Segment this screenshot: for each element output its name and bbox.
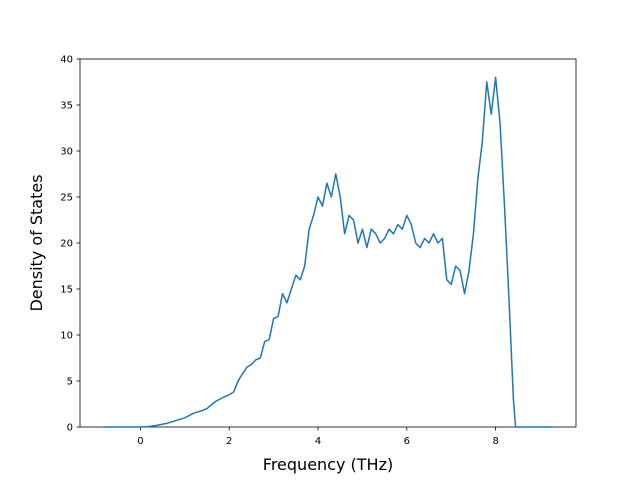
y-tick-label: 15: [60, 285, 73, 296]
y-tick-label: 5: [67, 377, 73, 388]
x-tick-label: 6: [404, 436, 410, 447]
y-tick-label: 25: [60, 193, 73, 204]
x-axis-label: Frequency (THz): [263, 455, 393, 474]
y-tick-label: 0: [67, 423, 73, 434]
x-tick-label: 4: [315, 436, 321, 447]
y-tick-label: 35: [60, 101, 73, 112]
x-tick-label: 8: [492, 436, 498, 447]
y-axis-label: Density of States: [27, 174, 46, 311]
y-tick-label: 30: [60, 147, 73, 158]
x-tick-label: 0: [137, 436, 143, 447]
y-tick-label: 20: [60, 239, 73, 250]
x-tick-label: 2: [226, 436, 232, 447]
axes-frame: [79, 58, 577, 428]
y-tick-label: 10: [60, 331, 73, 342]
line-series: [102, 76, 554, 428]
y-tick-label: 40: [60, 55, 73, 66]
